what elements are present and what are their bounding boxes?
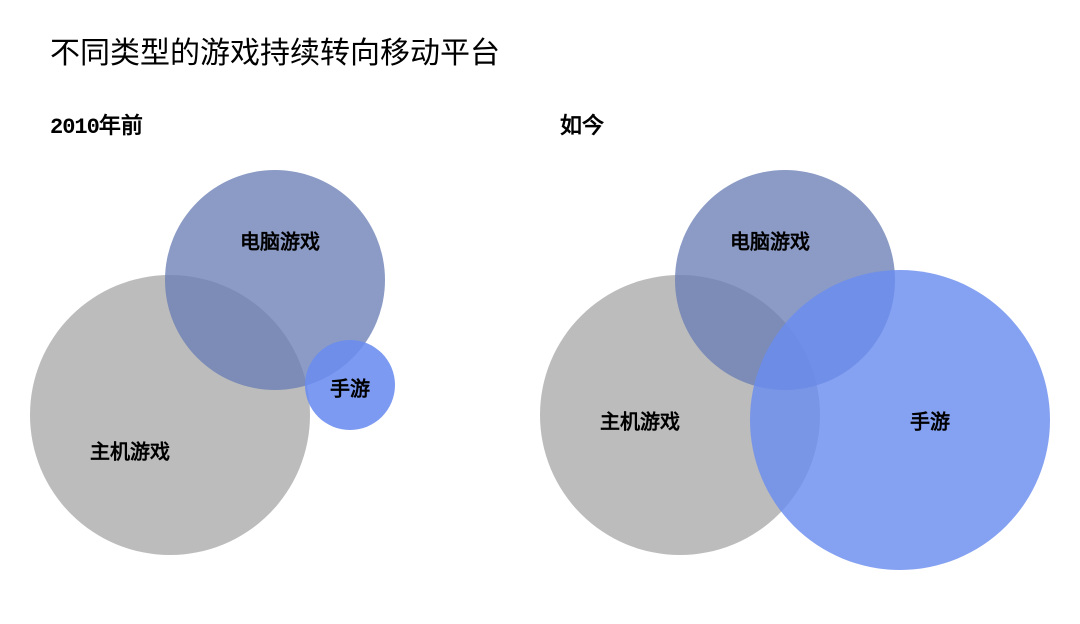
panel-heading-now: 如今 (560, 108, 604, 140)
chart-canvas: 不同类型的游戏持续转向移动平台 2010年前 如今 主机游戏 电脑游戏 手游 主… (0, 0, 1080, 624)
bubble-label-mobile: 手游 (910, 406, 950, 435)
panel-heading-suffix: 年前 (99, 113, 143, 138)
bubble-label-pc: 电脑游戏 (240, 226, 320, 255)
bubble-label-mobile: 手游 (330, 373, 370, 402)
bubble-mobile (750, 270, 1050, 570)
panel-heading-suffix: 如今 (560, 113, 604, 138)
page-title: 不同类型的游戏持续转向移动平台 (50, 28, 500, 72)
bubble-label-console: 主机游戏 (90, 436, 170, 465)
bubble-label-pc: 电脑游戏 (730, 226, 810, 255)
panel-heading-before-2010: 2010年前 (50, 108, 143, 140)
bubble-label-console: 主机游戏 (600, 406, 680, 435)
panel-heading-year: 2010 (50, 115, 99, 140)
